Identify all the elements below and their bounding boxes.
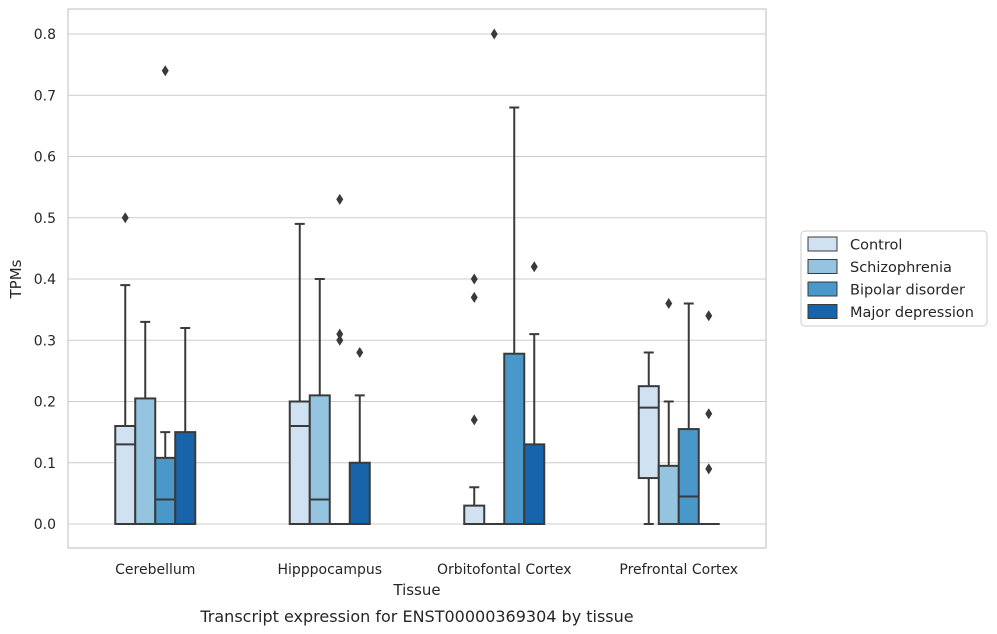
legend-swatch [807, 236, 838, 252]
x-axis-label: Tissue [392, 581, 440, 599]
y-tick-label: 0.6 [34, 150, 56, 166]
x-tick-label: Orbitofontal Cortex [437, 562, 572, 578]
box-control [288, 222, 311, 525]
box-body [308, 394, 331, 525]
y-tick-label: 0.1 [34, 456, 56, 472]
box-bipolar-disorder [503, 106, 526, 525]
figure-caption: Transcript expression for ENST0000036930… [199, 607, 633, 626]
box-schizophrenia [483, 28, 506, 526]
y-tick-label: 0.2 [34, 395, 56, 411]
box-bipolar-disorder [154, 65, 177, 526]
y-tick-label: 0.7 [34, 88, 56, 104]
plot-frame [67, 8, 767, 549]
box-body [174, 431, 197, 525]
legend-label: Bipolar disorder [850, 283, 965, 299]
x-tick-label: Cerebellum [115, 562, 195, 578]
box-major-depression [348, 347, 371, 525]
x-tick-label: Prefrontal Cortex [619, 562, 738, 578]
outlier-point [470, 273, 478, 285]
y-tick-label: 0.4 [34, 272, 56, 288]
outlier-point [336, 193, 344, 205]
legend-label: Control [850, 238, 902, 254]
outlier-point [705, 408, 713, 420]
box-control [463, 273, 486, 525]
box-body [503, 352, 526, 525]
legend-frame [800, 230, 988, 327]
box-body [523, 443, 546, 525]
outlier-point [470, 414, 478, 426]
outlier-point [356, 347, 364, 358]
box-groups [114, 28, 720, 526]
box-body [114, 425, 137, 525]
outlier-point [470, 291, 478, 303]
outlier-point [705, 310, 713, 322]
legend-swatch [807, 281, 838, 297]
box-schizophrenia [308, 278, 331, 525]
box-bipolar-disorder [677, 302, 700, 525]
legend-label: Schizophrenia [850, 260, 952, 276]
legend-swatch [807, 304, 838, 319]
outlier-point [121, 212, 129, 224]
box-bipolar-disorder [328, 193, 351, 526]
box-body [637, 385, 660, 480]
outlier-point [530, 261, 538, 273]
outlier-point [665, 298, 673, 309]
box-body [348, 461, 371, 525]
box-body [288, 400, 311, 525]
outlier-point [336, 328, 344, 340]
outlier-point [490, 28, 498, 40]
x-tick-label: Hipppocampus [277, 562, 382, 578]
box-body [154, 456, 177, 526]
y-tick-labels: 0.0 0.1 0.2 0.3 0.4 0.5 0.6 0.7 0.8 [34, 27, 56, 533]
outlier-point [336, 334, 344, 346]
legend-swatch [807, 259, 838, 274]
y-tick-label: 0.3 [34, 333, 56, 349]
y-tick-label: 0.5 [34, 211, 56, 227]
box-body [657, 464, 680, 525]
x-tick-labels: Cerebellum Hipppocampus Orbitofontal Corte… [115, 562, 738, 578]
box-major-depression [174, 327, 197, 525]
legend-label: Major depression [850, 305, 974, 321]
legend: Control Schizophrenia Bipolar disorder Majo… [800, 230, 988, 327]
box-schizophrenia [134, 320, 157, 525]
y-tick-label: 0.0 [34, 517, 56, 533]
box-major-depression [523, 261, 546, 525]
box-control [114, 212, 137, 525]
outlier-point [161, 65, 169, 77]
box-body [677, 428, 700, 525]
box-major-depression [697, 310, 720, 526]
y-axis-label: TPMs [7, 259, 25, 299]
box-control [637, 351, 660, 525]
box-schizophrenia [657, 298, 680, 525]
grid-lines [68, 33, 766, 525]
y-tick-label: 0.8 [34, 27, 56, 43]
box-body [463, 504, 486, 525]
outlier-point [705, 463, 713, 475]
box-body [134, 397, 157, 525]
